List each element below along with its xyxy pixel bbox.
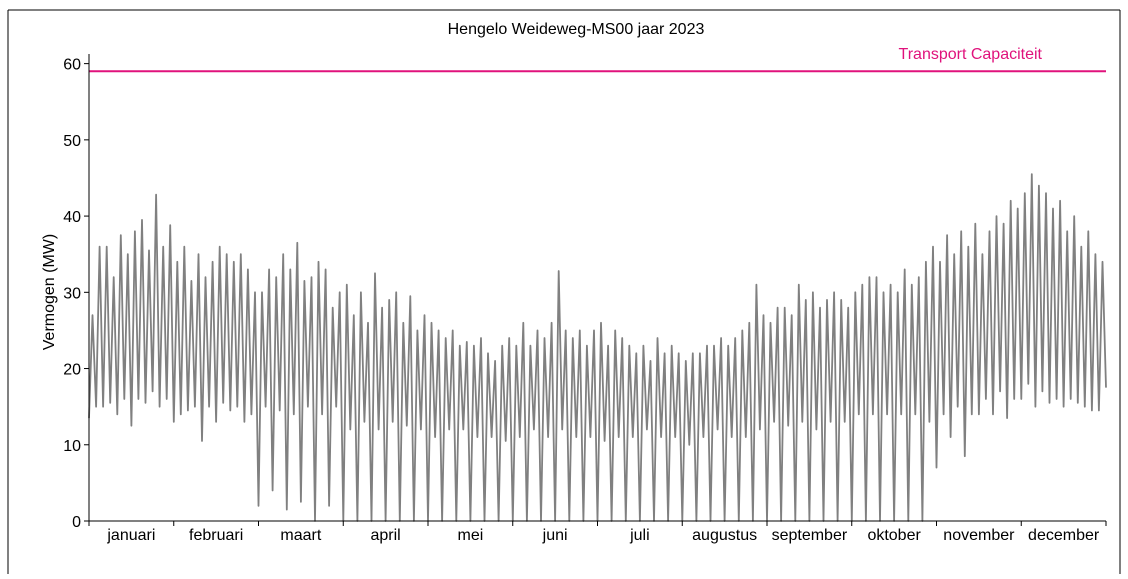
y-tick-label: 60 xyxy=(63,57,81,74)
x-tick-label: mei xyxy=(457,527,483,544)
x-tick-label: september xyxy=(772,527,848,544)
y-tick-label: 20 xyxy=(63,362,81,379)
x-tick-label: augustus xyxy=(692,527,757,544)
x-tick-label: januari xyxy=(106,527,155,544)
x-tick-label: maart xyxy=(280,527,321,544)
chart-title: Hengelo Weideweg-MS00 jaar 2023 xyxy=(448,21,705,38)
x-tick-label: juli xyxy=(629,527,650,544)
x-tick-label: april xyxy=(371,527,401,544)
y-tick-label: 10 xyxy=(63,438,81,455)
y-axis-label: Vermogen (MW) xyxy=(41,234,58,350)
x-tick-label: december xyxy=(1028,527,1100,544)
y-tick-label: 40 xyxy=(63,209,81,226)
transport-capaciteit-label: Transport Capaciteit xyxy=(899,46,1043,63)
x-tick-label: oktober xyxy=(867,527,921,544)
x-tick-label: november xyxy=(943,527,1015,544)
y-tick-label: 30 xyxy=(63,285,81,302)
y-tick-label: 50 xyxy=(63,133,81,150)
x-tick-label: juni xyxy=(542,527,568,544)
axes-layer: 0 10 20 30 40 50 60 januari februari maart april me… xyxy=(63,54,1107,544)
y-tick-label: 0 xyxy=(72,514,81,531)
x-tick-label: februari xyxy=(189,527,243,544)
